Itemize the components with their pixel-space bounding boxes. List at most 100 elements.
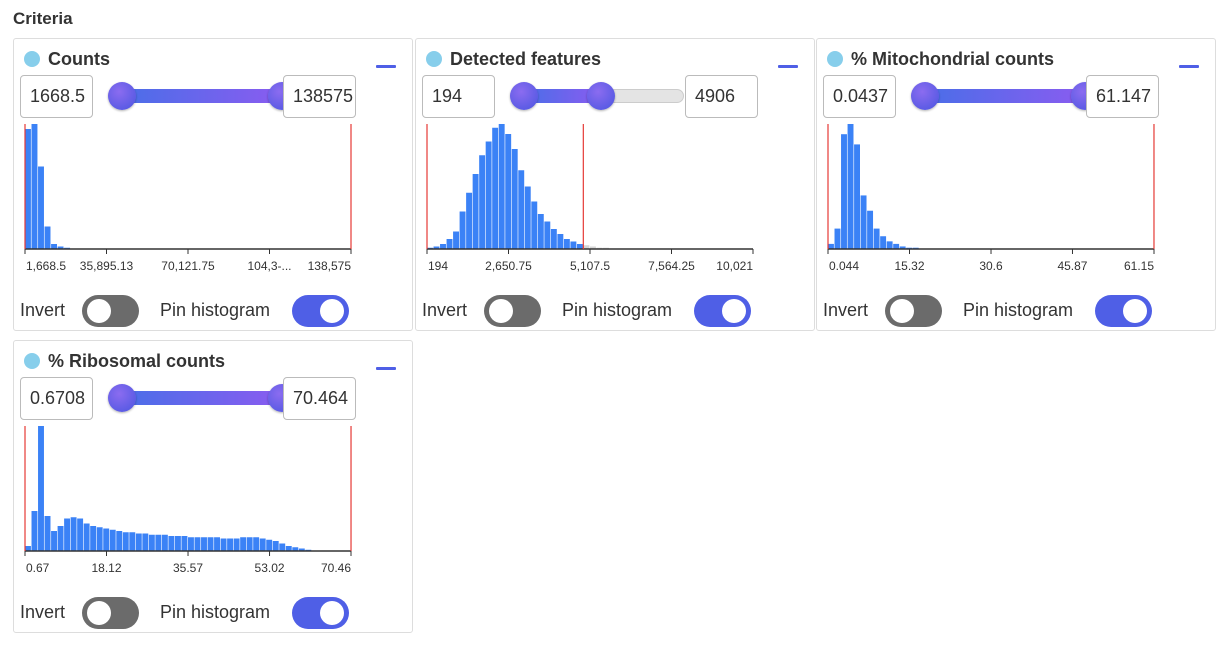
histogram-bar: [44, 226, 51, 249]
histogram-bar: [479, 155, 486, 249]
max-input[interactable]: 4906: [685, 75, 758, 118]
filter-panel: % Ribosomal counts 0.6708 70.464 0.67 18.12 3…: [13, 340, 413, 633]
min-input[interactable]: 0.6708: [20, 377, 93, 420]
toggle-knob: [320, 601, 344, 625]
histogram-bar: [155, 534, 162, 551]
slider-thumb[interactable]: [510, 82, 538, 110]
tick-label: 70.46: [321, 561, 351, 575]
tick-label: 45.87: [1057, 259, 1087, 273]
collapse-button[interactable]: [376, 65, 396, 68]
collapse-button[interactable]: [376, 367, 396, 370]
histogram-bar: [285, 546, 292, 551]
max-input[interactable]: 61.147: [1086, 75, 1159, 118]
histogram-bar: [259, 538, 266, 551]
tick-label: 7,564.25: [648, 259, 695, 273]
histogram: 0.044 15.32 30.6 45.87 61.15: [827, 124, 1155, 273]
histogram-bar: [246, 537, 253, 551]
histogram-bar: [96, 527, 103, 551]
tick-label: 5,107.5: [570, 259, 610, 273]
panel-title: % Ribosomal counts: [48, 351, 226, 371]
histogram-bar: [298, 548, 305, 551]
histogram-bar: [886, 241, 893, 249]
panel-title: Counts: [48, 49, 110, 69]
histogram-bar: [511, 149, 518, 249]
toggle-knob: [1123, 299, 1147, 323]
histogram-bar: [847, 124, 854, 249]
status-dot: [24, 51, 40, 67]
histogram-bar: [31, 124, 38, 249]
histogram-bar: [44, 516, 51, 551]
histogram-bar: [433, 246, 440, 249]
invert-toggle[interactable]: [82, 597, 139, 629]
slider-range: [122, 89, 282, 103]
histogram-bar: [279, 543, 286, 551]
toggle-knob: [890, 299, 914, 323]
histogram-bar: [135, 533, 142, 551]
pin-toggle[interactable]: [292, 295, 349, 327]
invert-toggle[interactable]: [885, 295, 942, 327]
histogram-bar: [453, 231, 459, 249]
max-input[interactable]: 70.464: [283, 377, 356, 420]
tick-label: 30.6: [979, 259, 1003, 273]
histogram-bar: [867, 210, 874, 249]
tick-label: 0.67: [26, 561, 50, 575]
histogram-bar: [563, 239, 570, 249]
histogram-bar: [51, 244, 57, 249]
collapse-button[interactable]: [1179, 65, 1199, 68]
slider-thumb[interactable]: [587, 82, 615, 110]
histogram-bar: [109, 529, 116, 551]
histogram-bar: [537, 214, 544, 249]
histogram-bar: [492, 127, 499, 249]
histogram-bar: [440, 244, 446, 249]
histogram-bar: [834, 228, 841, 249]
min-input[interactable]: 0.0437: [823, 75, 896, 118]
histogram-bar: [240, 537, 247, 551]
max-input[interactable]: 138575: [283, 75, 356, 118]
histogram-bar: [860, 195, 867, 249]
histogram-bar: [188, 537, 194, 551]
histogram-bar: [70, 517, 77, 551]
slider-thumb[interactable]: [108, 384, 136, 412]
min-input[interactable]: 194: [422, 75, 495, 118]
slider-thumb[interactable]: [911, 82, 939, 110]
histogram-bar: [485, 141, 492, 249]
histogram-bar: [266, 539, 273, 551]
tick-label: 1,668.5: [26, 259, 66, 273]
histogram-bar: [583, 245, 590, 249]
slider-thumb[interactable]: [108, 82, 136, 110]
collapse-button[interactable]: [778, 65, 798, 68]
tick-label: 138,575: [308, 259, 352, 273]
histogram-bar: [57, 526, 64, 551]
invert-toggle[interactable]: [82, 295, 139, 327]
histogram-bar: [116, 531, 123, 551]
histogram-bar: [57, 246, 64, 249]
histogram-bar: [168, 536, 175, 551]
pin-label: Pin histogram: [963, 300, 1074, 320]
histogram-bar: [524, 186, 531, 249]
tick-label: 35.57: [173, 561, 203, 575]
histogram-bar: [103, 528, 110, 551]
histogram-bar: [77, 518, 84, 551]
histogram-bar: [51, 531, 57, 551]
min-input[interactable]: 1668.5: [20, 75, 93, 118]
histogram-bar: [459, 211, 466, 249]
tick-label: 70,121.75: [161, 259, 215, 273]
histogram-bar: [576, 244, 583, 249]
slider-range: [122, 391, 282, 405]
histogram-bar: [590, 246, 596, 249]
histogram-bar: [181, 536, 188, 551]
histogram-bar: [544, 221, 551, 249]
histogram-bar: [899, 246, 906, 249]
histogram-bar: [129, 532, 136, 551]
pin-toggle[interactable]: [292, 597, 349, 629]
invert-toggle[interactable]: [484, 295, 541, 327]
pin-toggle[interactable]: [1095, 295, 1152, 327]
tick-label: 53.02: [255, 561, 285, 575]
filter-panel: % Mitochondrial counts 0.0437 61.147 0.044 1…: [816, 38, 1216, 331]
histogram-bar: [220, 538, 227, 551]
pin-toggle[interactable]: [694, 295, 751, 327]
status-dot: [24, 353, 40, 369]
histogram-bar: [122, 532, 129, 551]
histogram-bar: [550, 229, 557, 249]
